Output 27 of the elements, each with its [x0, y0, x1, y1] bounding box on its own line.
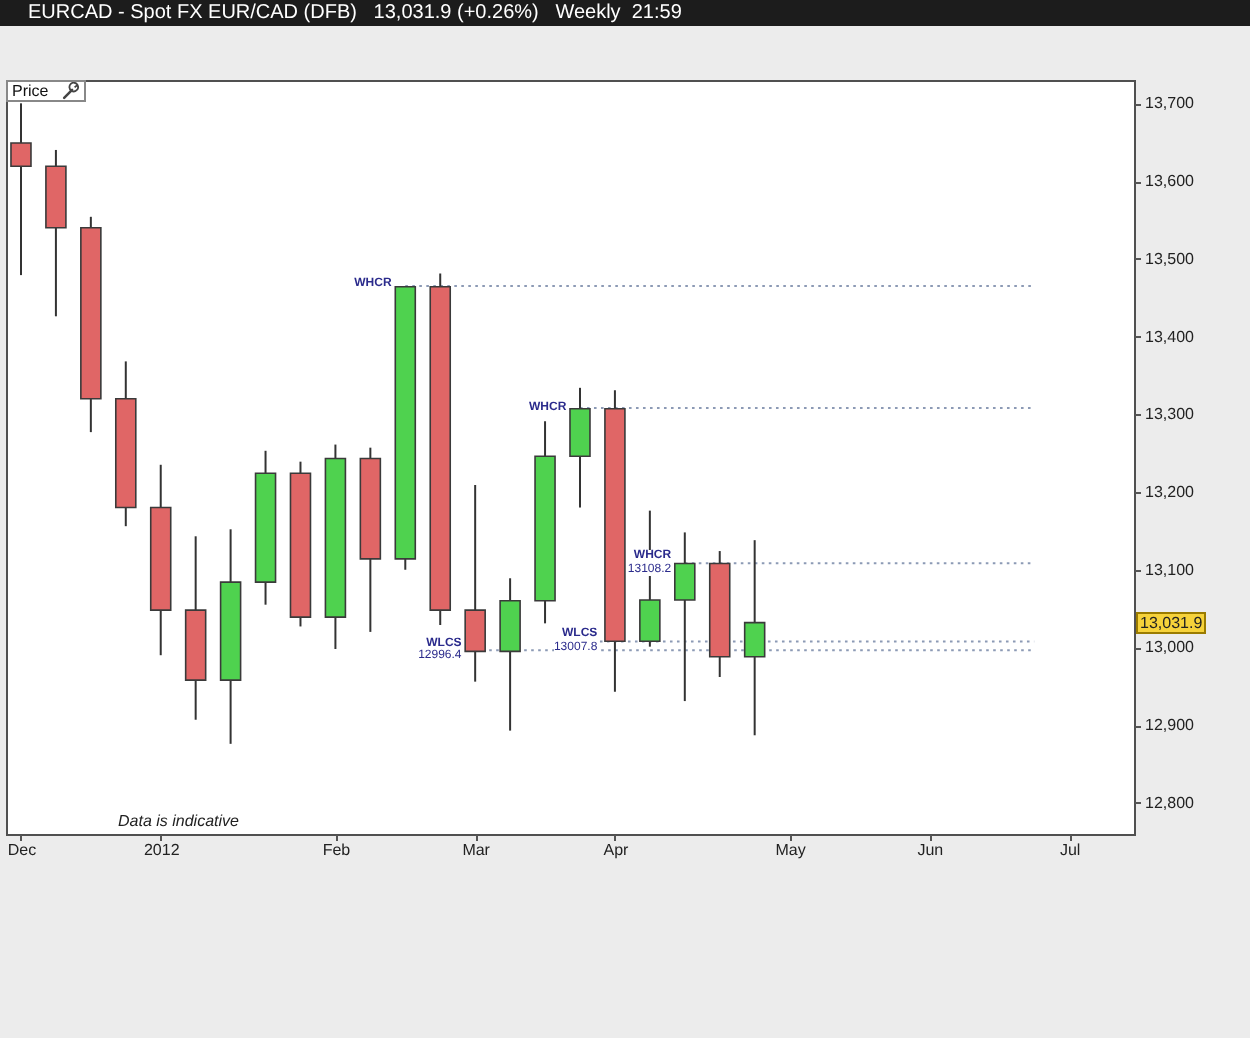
candlestick — [464, 483, 486, 683]
annotation: Price — [12, 82, 49, 100]
x-tick-label: Jul — [1059, 841, 1081, 859]
chart-title: EURCAD - Spot FX EUR/CAD (DFB) 13,031.9 (+0.26%) Weekly 21:59 — [0, 0, 1250, 26]
annotation: Data is indicative — [118, 812, 241, 830]
candlestick — [743, 539, 766, 737]
y-tick-label: 13,000 — [1145, 638, 1196, 657]
y-tick-label: 13,300 — [1145, 405, 1196, 424]
y-tick-label: 13,200 — [1145, 482, 1196, 501]
y-tick-label: 13,700 — [1145, 94, 1196, 113]
candlestick — [674, 531, 696, 703]
x-tick-label: Apr — [603, 841, 630, 859]
text: 13,031.9 — [1136, 611, 1207, 634]
x-tick-label: May — [775, 841, 806, 859]
x-tick-label: Mar — [462, 841, 491, 859]
candlestick — [10, 102, 32, 277]
x-tick-label: Feb — [322, 841, 352, 859]
y-tick-label: 13,400 — [1145, 327, 1196, 346]
y-tick-label: 13,100 — [1145, 560, 1196, 579]
x-tick-label: Dec — [7, 841, 37, 859]
x-tick-label: Jun — [917, 841, 944, 859]
y-tick-label: 13,600 — [1145, 172, 1196, 191]
candlestick — [569, 386, 591, 509]
y-tick-label: 12,900 — [1145, 716, 1196, 735]
y-tick-label: 13,500 — [1145, 249, 1196, 268]
y-tick-label: 12,800 — [1145, 793, 1196, 812]
x-tick-label: 2012 — [143, 841, 181, 859]
